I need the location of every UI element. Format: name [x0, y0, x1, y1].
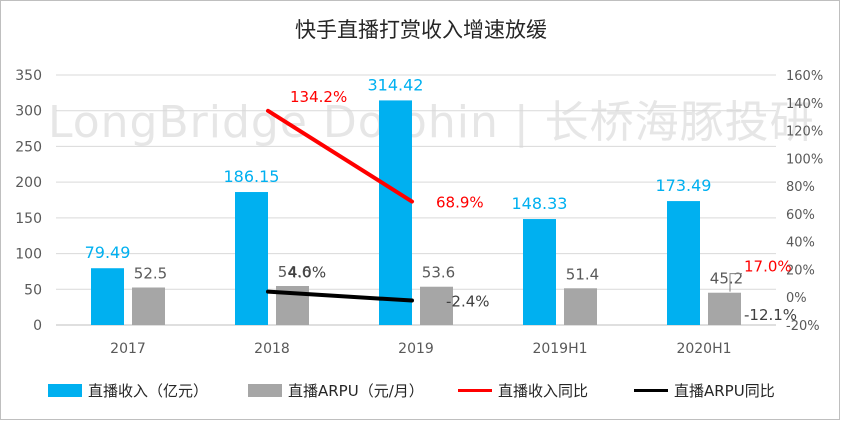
- left-tick-label: 150: [15, 211, 42, 227]
- bar-arpu: [132, 287, 165, 325]
- right-tick-label: 120%: [786, 125, 823, 140]
- data-label-arpu: 52.5: [134, 265, 167, 283]
- x-tick-label: 2017: [110, 341, 146, 357]
- right-tick-label: 20%: [786, 263, 815, 278]
- bar-income: [379, 100, 412, 326]
- data-label-arpu: 45.2: [710, 270, 743, 288]
- bar-income: [523, 219, 556, 325]
- data-label-income: 79.49: [85, 243, 131, 262]
- data-label-arpu-yoy: -2.4%: [446, 293, 490, 311]
- right-tick-label: -20%: [786, 319, 820, 334]
- x-tick-label: 2019H1: [532, 341, 587, 357]
- right-tick-label: 100%: [786, 152, 823, 167]
- legend-swatch-arpu: [248, 383, 282, 397]
- bar-arpu: [420, 286, 453, 325]
- legend-item-income-yoy: 直播收入同比: [458, 378, 588, 402]
- data-label-arpu-yoy: 4.0%: [288, 264, 326, 282]
- right-tick-label: 80%: [786, 180, 815, 195]
- legend-label-arpu-yoy: 直播ARPU同比: [674, 381, 775, 400]
- right-tick-label: 140%: [786, 97, 823, 112]
- legend-label-income-yoy: 直播收入同比: [498, 381, 589, 400]
- legend-label-income: 直播收入（亿元）: [88, 381, 209, 400]
- data-label-income: 148.33: [512, 194, 568, 213]
- data-label-income-yoy: 68.9%: [436, 194, 484, 212]
- bar-income: [667, 201, 700, 325]
- chart-title: 快手直播打赏收入增速放缓: [295, 18, 547, 42]
- x-tick-label: 2018: [254, 341, 290, 357]
- data-label-income: 186.15: [224, 167, 280, 186]
- right-tick-label: 0%: [786, 291, 807, 306]
- data-label-arpu: 53.6: [422, 264, 455, 282]
- bar-arpu: [708, 292, 741, 325]
- legend-swatch-income: [48, 383, 82, 397]
- left-tick-label: 50: [24, 282, 42, 298]
- watermark: LongBridge Dolphin | 长桥海豚投研: [48, 97, 815, 148]
- left-tick-label: 0: [33, 318, 42, 334]
- bar-arpu: [564, 288, 597, 325]
- bar-income: [91, 268, 124, 325]
- x-tick-label: 2019: [398, 341, 434, 357]
- right-tick-label: 60%: [786, 208, 815, 223]
- right-tick-label: 160%: [786, 69, 823, 84]
- data-label-income: 173.49: [656, 176, 712, 195]
- legend-line-income-yoy: [458, 388, 492, 392]
- line-arpu-yoy: [266, 289, 414, 303]
- left-tick-label: 100: [15, 247, 42, 263]
- right-tick-label: 40%: [786, 236, 815, 251]
- leader-line: [729, 273, 742, 292]
- legend-line-arpu-yoy: [634, 388, 668, 392]
- x-tick-label: 2020H1: [676, 341, 731, 357]
- legend-label-arpu: 直播ARPU（元/月）: [288, 381, 424, 400]
- data-label-income-yoy: 134.2%: [290, 88, 347, 106]
- left-tick-label: 250: [15, 139, 42, 155]
- legend-item-arpu: 直播ARPU（元/月）: [248, 378, 424, 402]
- legend-item-income: 直播收入（亿元）: [48, 378, 208, 402]
- data-label-arpu: 54.6: [278, 263, 311, 281]
- left-tick-label: 200: [15, 175, 42, 191]
- data-label-arpu-yoy: -12.1%: [744, 306, 797, 324]
- data-label-arpu: 51.4: [566, 265, 599, 283]
- data-label-income: 314.42: [368, 75, 424, 94]
- left-tick-label: 300: [15, 104, 42, 120]
- legend-item-arpu-yoy: 直播ARPU同比: [634, 378, 775, 402]
- bar-income: [235, 192, 268, 325]
- line-income-yoy: [266, 108, 414, 204]
- left-tick-label: 350: [15, 68, 42, 84]
- legend: 直播收入（亿元） 直播ARPU（元/月） 直播收入同比 直播ARPU同比: [0, 378, 842, 402]
- data-label-income-yoy: 17.0%: [744, 258, 792, 276]
